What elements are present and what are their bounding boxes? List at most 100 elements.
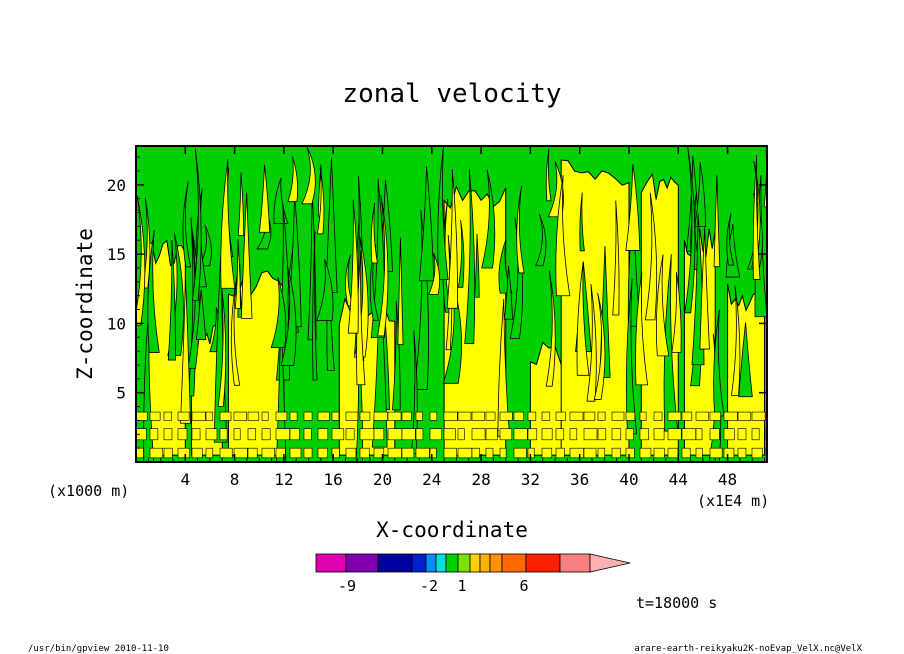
contour-streak — [503, 265, 513, 320]
plot-area — [135, 145, 768, 463]
contour-streak — [474, 233, 480, 298]
x-tick-label: 24 — [422, 470, 441, 489]
contour-streak — [481, 169, 496, 269]
colorbar-segment — [425, 553, 437, 573]
contour-streak — [370, 202, 378, 264]
colorbar-segment — [315, 553, 347, 573]
contour-streak — [713, 309, 725, 417]
colorbar-segment — [435, 553, 447, 573]
colorbar-segment — [445, 553, 459, 573]
contour-band — [136, 447, 767, 459]
contour-streak — [410, 330, 418, 455]
contour-streak — [464, 168, 476, 345]
contour-streak — [199, 224, 212, 267]
contour-fill-layer — [136, 146, 767, 462]
x-unit-label: (x1E4 m) — [697, 492, 769, 510]
footer-right: arare-earth-reikyaku2K-noEvap_VelX.nc@Ve… — [634, 644, 862, 654]
x-tick-label: 16 — [324, 470, 343, 489]
colorbar-label: -2 — [420, 577, 438, 595]
contour-streak — [593, 292, 606, 400]
contour-streak — [752, 155, 761, 280]
colorbar-arrow — [589, 553, 631, 573]
contour-streak — [663, 254, 679, 432]
x-axis-ticks: 4 8 12 16 20 24 28 32 36 40 44 48 — [147, 146, 766, 489]
contour-streak — [347, 199, 359, 334]
contour-streak — [182, 181, 192, 268]
contour-streak — [356, 249, 366, 386]
contour-streak — [287, 156, 299, 202]
contour-streak — [325, 157, 338, 293]
x-tick-label: 12 — [274, 470, 293, 489]
contour-streak — [369, 244, 379, 321]
contour-region — [560, 159, 630, 456]
plot-frame — [135, 145, 768, 463]
colorbar-segment — [411, 553, 427, 573]
x-tick-label: 8 — [230, 470, 240, 489]
contour-streak — [535, 213, 547, 267]
colorbar-segment — [377, 553, 413, 573]
contour-streak — [738, 322, 753, 398]
contour-streak — [392, 300, 401, 411]
contour-streak — [312, 231, 318, 381]
contour-streak — [612, 200, 620, 316]
contour-streak — [258, 164, 271, 233]
contour-streak — [316, 258, 334, 321]
colorbar-segment — [501, 553, 527, 573]
contour-streak — [147, 229, 160, 353]
colorbar-segment — [479, 553, 491, 573]
contour-streak — [576, 262, 590, 376]
x-tick-label: 4 — [180, 470, 190, 489]
contour-streak — [428, 252, 441, 295]
contour-streak — [240, 192, 253, 319]
x-tick-label: 28 — [471, 470, 490, 489]
contour-streak — [644, 192, 658, 321]
contour-streak — [655, 254, 670, 357]
y-unit-label: (x1000 m) — [48, 482, 129, 500]
contour-streak — [726, 212, 735, 266]
contour-streak — [280, 266, 297, 366]
footer-left: /usr/bin/gpview 2010-11-10 — [28, 644, 169, 654]
contour-streak — [731, 285, 741, 396]
y-axis-title: Z-coordinate — [73, 228, 97, 380]
x-tick-label: 44 — [669, 470, 688, 489]
colorbar-segment — [345, 553, 379, 573]
colorbar — [315, 553, 631, 573]
contour-streak — [516, 185, 525, 274]
contour-streak — [625, 278, 638, 435]
colorbar-label: -9 — [338, 577, 356, 595]
colorbar-label: 1 — [457, 577, 466, 595]
contour-streak — [699, 227, 710, 350]
time-label: t=18000 s — [636, 594, 717, 612]
y-tick-label: 10 — [107, 314, 126, 333]
contour-streak — [694, 162, 707, 227]
contour-streak — [345, 254, 354, 307]
contour-streak — [234, 239, 241, 309]
contour-streak — [273, 177, 289, 224]
contour-streak — [136, 195, 146, 326]
contour-streak — [418, 166, 435, 282]
contour-streak — [497, 298, 511, 437]
contour-streak — [397, 237, 404, 345]
colorbar-labels: -9 -2 1 6 — [338, 577, 529, 595]
colorbar-segment — [457, 553, 471, 573]
contour-streak — [713, 175, 721, 267]
colorbar-label: 6 — [519, 577, 528, 595]
colorbar-segment — [489, 553, 503, 573]
contour-streak — [142, 197, 151, 289]
x-tick-label: 20 — [373, 470, 392, 489]
contour-streak — [457, 219, 465, 288]
contour-streak — [446, 169, 458, 309]
x-tick-label: 40 — [619, 470, 638, 489]
y-axis-ticks: 5 10 15 20 — [107, 156, 767, 449]
contour-streak — [316, 168, 325, 235]
contour-streak — [220, 159, 236, 289]
contour-streak — [635, 271, 649, 386]
y-tick-label: 15 — [107, 245, 126, 264]
y-tick-label: 20 — [107, 176, 126, 195]
contour-streak — [237, 172, 245, 236]
contour-streak — [545, 148, 552, 202]
contour-streak — [180, 278, 191, 424]
contour-streak — [545, 270, 556, 387]
colorbar-segment — [469, 553, 481, 573]
